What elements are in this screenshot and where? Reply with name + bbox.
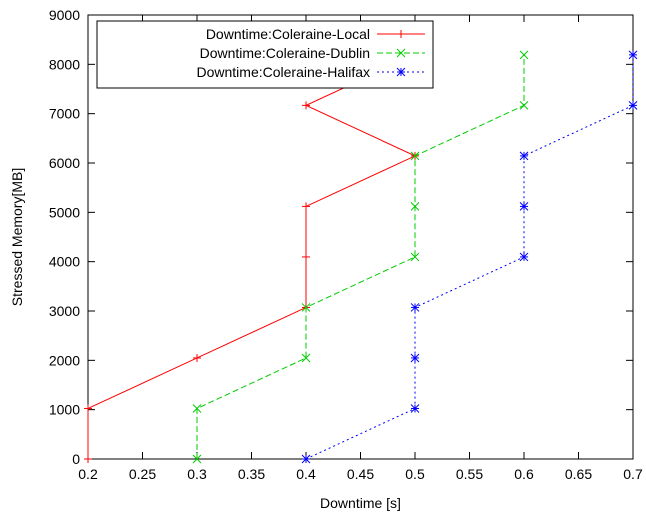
data-point: [192, 454, 202, 464]
legend-item-3: Downtime:Coleraine-Halifax: [196, 64, 425, 80]
legend-marker: [396, 48, 406, 58]
y-tick-label: 8000: [49, 56, 80, 72]
data-point: [301, 353, 311, 363]
data-point: [628, 50, 638, 60]
legend: Downtime:Coleraine-Local Downtime:Colerai…: [96, 20, 434, 89]
legend-box: [96, 20, 434, 89]
series-line: [305, 54, 634, 460]
legend-label: Downtime:Coleraine-Local: [206, 26, 370, 42]
series-layer: [84, 50, 638, 464]
x-tick-label: 0.45: [347, 466, 374, 482]
data-point: [301, 303, 311, 312]
y-tick-label: 6000: [49, 155, 80, 171]
y-tick-label: 3000: [49, 303, 80, 319]
x-tick-label: 0.7: [623, 466, 643, 482]
data-point: [302, 202, 310, 211]
series-2: [192, 50, 529, 464]
data-point: [302, 252, 310, 261]
y-axis-label: Stressed Memory[MB]: [9, 168, 25, 306]
data-point: [193, 353, 201, 362]
x-tick-label: 0.25: [129, 466, 156, 482]
data-point: [410, 353, 420, 363]
legend-marker: [396, 67, 406, 77]
data-point: [628, 101, 638, 110]
legend-item-1: Downtime:Coleraine-Local: [206, 26, 425, 42]
y-tick-label: 9000: [49, 7, 80, 23]
y-tick-label: 2000: [49, 352, 80, 368]
legend-item-2: Downtime:Coleraine-Dublin: [200, 45, 425, 61]
data-point: [302, 101, 310, 110]
data-point: [84, 404, 92, 413]
x-tick-label: 0.6: [514, 466, 534, 482]
y-tick-label: 0: [72, 451, 80, 467]
y-tick-label: 7000: [49, 106, 80, 122]
axis-tick-labels: 0.2 0.25 0.3 0.35 0.4 0.45 0.5 0.55 0.6 0.65 0.7 0 1…: [49, 7, 643, 482]
series-line: [87, 54, 417, 459]
x-tick-label: 0.35: [238, 466, 265, 482]
y-tick-label: 1000: [49, 402, 80, 418]
data-point: [410, 252, 420, 262]
data-point: [410, 303, 420, 312]
data-point: [84, 455, 92, 463]
x-tick-label: 0.65: [565, 466, 592, 482]
data-point: [519, 101, 529, 110]
data-point: [410, 202, 420, 211]
legend-label: Downtime:Coleraine-Halifax: [196, 64, 370, 80]
y-tick-label: 4000: [49, 254, 80, 270]
data-point: [519, 202, 529, 211]
series-line: [196, 54, 525, 459]
data-point: [410, 404, 420, 413]
y-tick-label: 5000: [49, 204, 80, 220]
data-point: [301, 454, 311, 464]
data-point: [519, 151, 529, 161]
x-tick-label: 0.4: [296, 466, 316, 482]
data-point: [410, 151, 420, 161]
x-tick-label: 0.2: [78, 466, 98, 482]
x-tick-label: 0.55: [456, 466, 483, 482]
x-axis-label: Downtime [s]: [320, 495, 401, 511]
legend-marker: [397, 30, 405, 38]
data-point: [519, 50, 529, 60]
legend-label: Downtime:Coleraine-Dublin: [200, 45, 370, 61]
series-1: [84, 50, 419, 463]
series-3: [301, 50, 638, 464]
x-tick-label: 0.5: [405, 466, 425, 482]
x-tick-label: 0.3: [187, 466, 207, 482]
data-point: [519, 252, 529, 262]
data-point: [192, 404, 202, 413]
